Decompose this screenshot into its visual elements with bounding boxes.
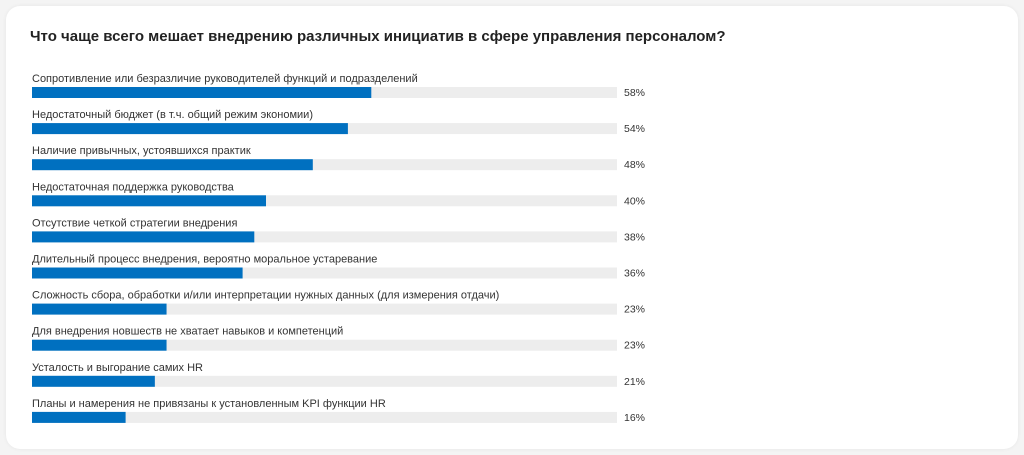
- category-label: Наличие привычных, устоявшихся практик: [32, 145, 251, 157]
- category-label: Отсутствие четкой стратегии внедрения: [32, 217, 237, 229]
- bar: [32, 339, 167, 351]
- bar-track: [32, 231, 617, 243]
- value-label: 16%: [624, 412, 645, 424]
- bar: [32, 87, 372, 98]
- category-label: Сложность сбора, обработки и/или интерпр…: [32, 290, 499, 302]
- category-label: Недостаточный бюджет (в т.ч. общий режим…: [32, 109, 313, 121]
- bar: [32, 123, 348, 135]
- value-label: 48%: [624, 159, 645, 171]
- chart-title: Что чаще всего мешает внедрению различны…: [30, 28, 726, 45]
- category-label: Длительный процесс внедрения, вероятно м…: [32, 254, 377, 266]
- bar: [32, 195, 266, 207]
- value-label: 36%: [624, 268, 645, 280]
- category-label: Сопротивление или безразличие руководите…: [32, 73, 418, 85]
- value-label: 38%: [624, 231, 645, 243]
- bar: [32, 375, 155, 387]
- bar-track: [32, 339, 617, 351]
- category-label: Для внедрения новшеств не хватает навыко…: [32, 326, 343, 338]
- category-label: Усталость и выгорание самих HR: [32, 362, 203, 374]
- value-label: 54%: [624, 123, 645, 135]
- value-label: 40%: [624, 195, 645, 207]
- bar-track: [32, 303, 617, 315]
- bar-track: [32, 267, 617, 279]
- value-label: 58%: [624, 87, 645, 99]
- bar: [32, 411, 126, 423]
- category-label: Планы и намерения не привязаны к установ…: [32, 398, 386, 410]
- bar-track: [32, 195, 617, 207]
- value-label: 23%: [624, 340, 645, 352]
- bar: [32, 267, 243, 279]
- bar: [32, 303, 167, 315]
- bar-track: [32, 411, 617, 423]
- bar: [32, 159, 313, 171]
- chart-card: [6, 6, 1018, 449]
- bar-track: [32, 375, 617, 387]
- category-label: Недостаточная поддержка руководства: [32, 181, 235, 193]
- bar: [32, 231, 255, 243]
- value-label: 23%: [624, 304, 645, 316]
- bar-track: [32, 159, 617, 171]
- value-label: 21%: [624, 376, 645, 388]
